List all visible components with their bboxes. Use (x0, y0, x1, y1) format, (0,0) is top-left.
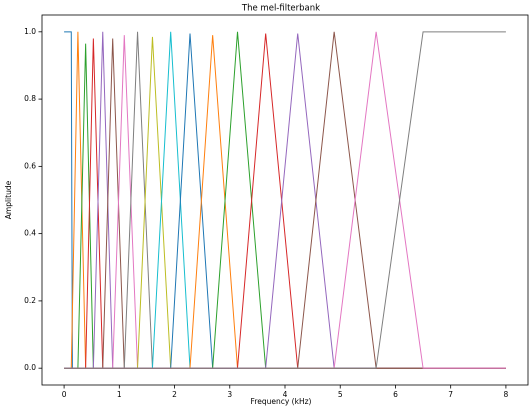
y-tick-label: 0.8 (24, 94, 36, 103)
y-tick-label: 0.0 (24, 363, 36, 372)
x-tick-label: 4 (283, 390, 288, 399)
filter-line (64, 31, 506, 369)
x-tick-label: 6 (393, 390, 398, 399)
x-tick-label: 3 (227, 390, 232, 399)
y-axis-label: Amplitude (4, 180, 13, 219)
filter-line (64, 33, 506, 369)
y-tick-label: 0.4 (24, 229, 36, 238)
chart-title: The mel-filterbank (241, 4, 320, 14)
x-tick-label: 2 (172, 390, 177, 399)
x-tick-label: 7 (448, 390, 453, 399)
x-tick-label: 1 (117, 390, 122, 399)
x-tick-label: 0 (62, 390, 67, 399)
x-tick-label: 5 (338, 390, 343, 399)
filter-line (64, 33, 506, 369)
x-axis-label: Frequency (kHz) (251, 397, 312, 406)
x-tick-label: 8 (504, 390, 509, 399)
y-tick-label: 0.2 (24, 296, 36, 305)
plot-frame (41, 14, 529, 386)
y-tick-label: 0.6 (24, 161, 36, 170)
y-tick-label: 1.0 (24, 27, 36, 36)
filter-line (64, 33, 506, 369)
